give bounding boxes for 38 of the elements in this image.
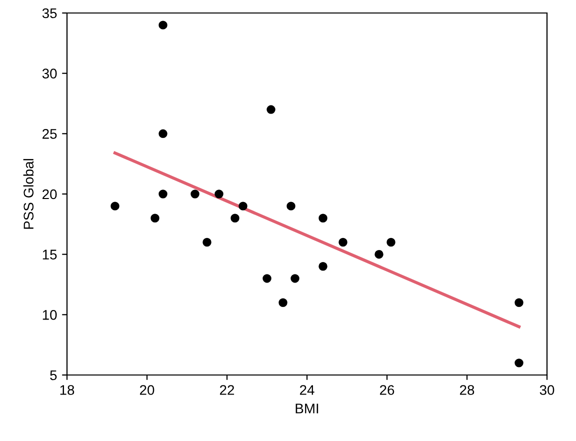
point (110, 202, 120, 210)
x-tick-label: 30 (540, 385, 554, 395)
point (318, 262, 328, 271)
point (278, 298, 288, 307)
point (266, 105, 276, 114)
y-tick-label: 35 (42, 8, 57, 18)
point (338, 238, 348, 247)
y-tick-label: 30 (42, 68, 57, 79)
x-tick-label: 18 (60, 385, 74, 395)
y-tick-label: 20 (42, 189, 57, 200)
point (190, 190, 200, 198)
x-axis-title: BMI (296, 404, 318, 414)
y-tick-label: 15 (42, 250, 57, 260)
point (286, 202, 296, 210)
point (230, 214, 240, 223)
point (202, 238, 212, 247)
point (386, 238, 396, 247)
point (238, 202, 248, 210)
x-tick-label: 28 (460, 385, 474, 395)
x-tick-label: 22 (220, 385, 234, 395)
point (158, 129, 168, 138)
point (374, 250, 384, 259)
x-tick-label: 20 (140, 385, 154, 395)
point (514, 358, 524, 368)
point (514, 298, 524, 307)
point (150, 214, 160, 223)
point (158, 190, 168, 198)
x-tick-label: 26 (380, 385, 394, 395)
y-tick-label: 10 (42, 310, 57, 320)
y-axis-title: PSS Global (23, 159, 34, 229)
point (158, 20, 168, 30)
y-tick-label: 5 (50, 370, 57, 380)
point (214, 190, 224, 198)
point (262, 274, 272, 283)
point (290, 274, 300, 283)
y-tick-label: 25 (42, 129, 57, 139)
x-tick-label: 24 (300, 385, 314, 395)
point (318, 214, 328, 223)
